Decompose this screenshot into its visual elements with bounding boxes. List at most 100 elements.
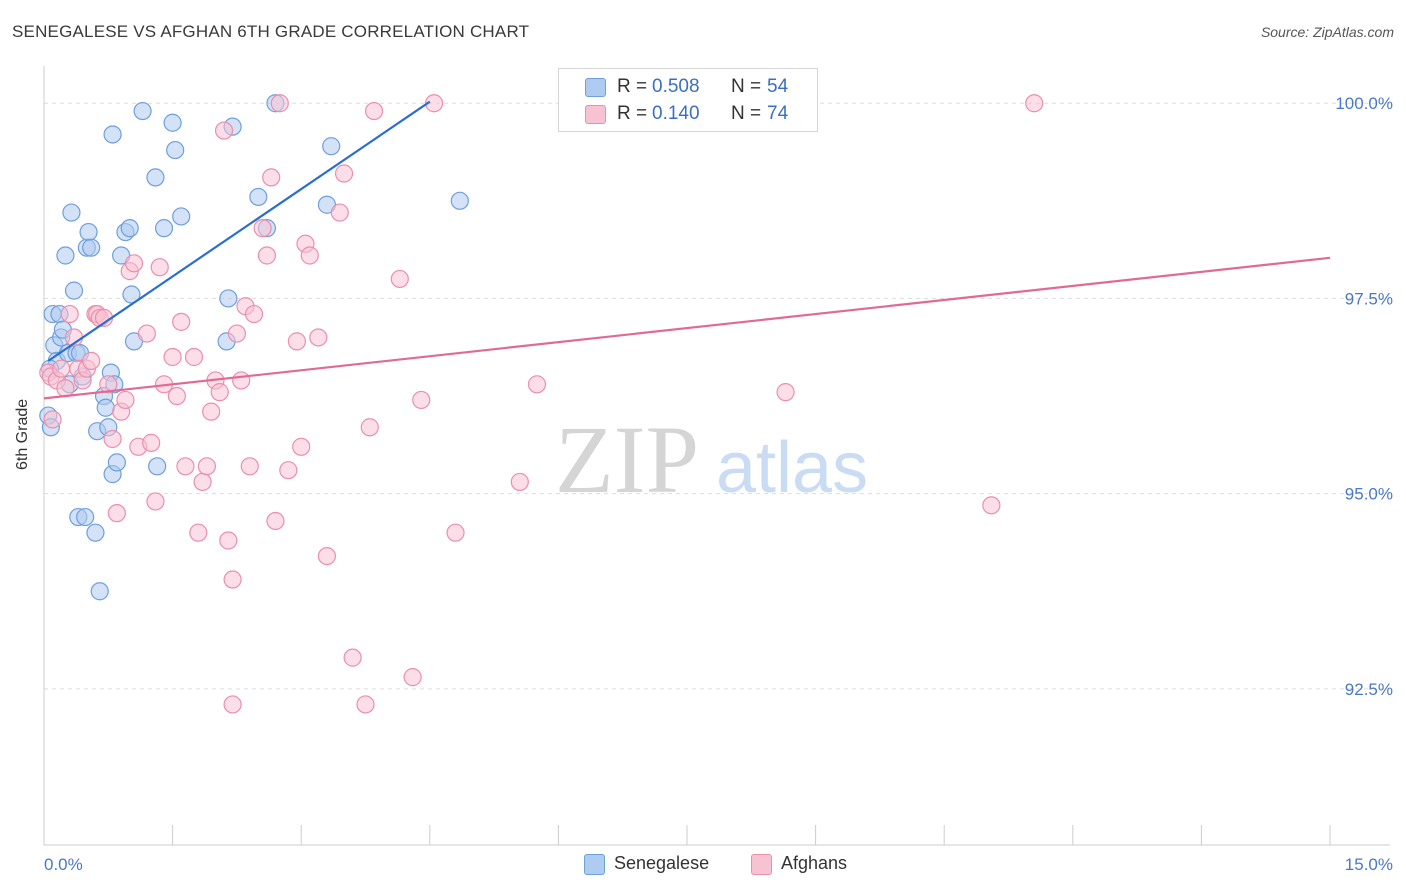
afghans-point <box>163 347 182 367</box>
afghans-point <box>300 246 319 265</box>
afghans-point <box>390 269 409 289</box>
senegalese-swatch <box>584 854 605 875</box>
senegalese-point <box>146 168 165 187</box>
afghans-trend-line <box>43 256 1331 400</box>
afghans-point <box>317 547 337 566</box>
afghans-point <box>330 203 349 222</box>
senegalese-point <box>172 207 191 226</box>
senegalese-point <box>163 113 182 132</box>
afghans-point <box>219 531 238 550</box>
afghans-point <box>167 386 186 406</box>
afghans-point <box>776 383 795 402</box>
afghans-point <box>262 168 281 187</box>
afghans-point <box>210 383 229 402</box>
afghans-point <box>99 375 118 394</box>
afghans-point <box>292 437 311 456</box>
senegalese-point <box>154 219 174 238</box>
r-value: 0.508 <box>652 76 700 97</box>
legend-row-afghans: R = 0.140 N = 74 <box>559 101 817 127</box>
senegalese-point <box>219 289 238 308</box>
afghans-point <box>197 457 216 476</box>
afghans-point <box>43 410 62 429</box>
afghans-point <box>52 359 71 378</box>
watermark: ZIP atlas <box>555 406 868 513</box>
afghans-point <box>82 351 101 370</box>
afghans-point <box>982 496 1001 515</box>
y-tick-label: 95.0% <box>1345 485 1393 504</box>
afghans-point <box>412 390 431 410</box>
grid-layer <box>44 102 1390 690</box>
afghans-point <box>176 457 195 476</box>
afghans-point <box>116 390 135 410</box>
senegalese-point <box>56 246 75 265</box>
afghans-point <box>266 511 285 531</box>
afghans-point <box>202 402 221 421</box>
chart-title: SENEGALESE VS AFGHAN 6TH GRADE CORRELATI… <box>12 22 530 41</box>
n-value: 54 <box>767 76 789 97</box>
senegalese-point <box>79 222 98 242</box>
r-label: R = <box>617 76 648 97</box>
afghans-point <box>56 379 75 398</box>
afghans-point <box>227 324 246 343</box>
senegalese-point <box>103 125 122 144</box>
axis-layer <box>43 66 1390 846</box>
afghans-point <box>510 472 529 492</box>
senegalese-point <box>120 219 139 238</box>
n-label: N = <box>731 76 762 97</box>
senegalese-point <box>322 137 341 156</box>
tick-labels: 100.0% 97.5% 95.0% 92.5% 0.0% 15.0% <box>44 94 1393 874</box>
afghans-point <box>403 668 422 687</box>
afghans-point <box>253 219 272 238</box>
afghans-point <box>60 304 79 324</box>
afghans-point <box>334 164 354 183</box>
senegalese-point <box>450 191 469 210</box>
afghans-swatch <box>585 105 606 124</box>
senegalese-point <box>249 187 268 207</box>
senegalese-trend-line <box>47 100 431 362</box>
senegalese-point <box>148 457 167 476</box>
senegalese-point <box>96 398 115 417</box>
afghans-point <box>189 523 208 542</box>
r-label: R = <box>617 103 648 124</box>
afghans-point <box>527 375 547 394</box>
senegalese-point <box>133 101 152 121</box>
y-tick-label: 100.0% <box>1335 94 1393 113</box>
r-value: 0.140 <box>652 103 700 124</box>
series-legend: Senegalese Afghans <box>0 852 1406 878</box>
senegalese-point <box>122 285 141 304</box>
afghans-point <box>142 433 161 452</box>
afghans-point <box>232 371 251 390</box>
y-axis-label: 6th Grade <box>14 398 31 470</box>
afghans-point <box>257 246 277 265</box>
afghans-point <box>1025 94 1044 113</box>
afghans-point <box>184 347 204 367</box>
afghans-point <box>146 492 165 511</box>
senegalese-swatch <box>585 78 606 97</box>
points-layer <box>39 94 1044 714</box>
afghans-point <box>360 418 379 437</box>
afghans-point <box>287 332 307 351</box>
afghans-point <box>124 254 144 273</box>
watermark-zip: ZIP <box>555 406 699 513</box>
legend-label: Senegalese <box>614 853 710 873</box>
afghans-point <box>244 304 264 324</box>
y-tick-label: 97.5% <box>1345 289 1393 308</box>
afghans-point <box>446 523 465 542</box>
legend-label: Afghans <box>781 853 848 873</box>
trend-layer <box>43 100 1331 400</box>
source-label: Source: ZipAtlas.com <box>1260 24 1394 40</box>
senegalese-point <box>64 281 84 300</box>
afghans-point <box>193 472 212 492</box>
n-label: N = <box>731 103 762 124</box>
x-tick-label: 15.0% <box>1345 855 1393 874</box>
y-tick-label: 92.5% <box>1345 680 1393 699</box>
afghans-point <box>214 121 234 140</box>
afghans-point <box>270 94 289 113</box>
senegalese-point <box>107 453 126 472</box>
senegalese-point <box>166 140 185 160</box>
afghans-point <box>223 570 242 589</box>
x-tick-label: 0.0% <box>44 855 83 874</box>
afghans-point <box>103 429 122 449</box>
afghans-point <box>240 457 259 476</box>
